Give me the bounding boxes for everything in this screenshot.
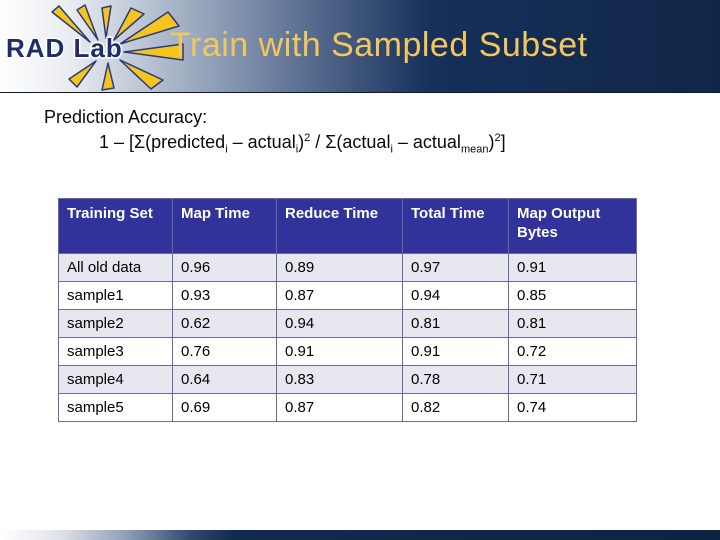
cell-total-time: 0.81: [402, 309, 509, 338]
cell-map-output-bytes: 0.91: [508, 253, 637, 282]
cell-map-time: 0.62: [172, 309, 277, 338]
cell-map-output-bytes: 0.74: [508, 393, 637, 422]
cell-training-set: All old data: [58, 253, 173, 282]
cell-training-set: sample2: [58, 309, 173, 338]
formula-part: / Σ(actual: [310, 132, 391, 152]
cell-total-time: 0.82: [402, 393, 509, 422]
slide-title: Train with Sampled Subset: [170, 26, 588, 64]
cell-training-set: sample5: [58, 393, 173, 422]
cell-reduce-time: 0.94: [276, 309, 403, 338]
cell-reduce-time: 0.89: [276, 253, 403, 282]
cell-training-set: sample3: [58, 337, 173, 366]
cell-map-time: 0.93: [172, 281, 277, 310]
formula-part: ): [298, 132, 305, 152]
formula-superscript: 2: [304, 132, 311, 144]
table-row: sample3 0.76 0.91 0.91 0.72: [58, 337, 637, 366]
formula-subscript: i: [295, 143, 299, 156]
column-header-total-time: Total Time: [402, 198, 509, 254]
formula-part: ]: [500, 132, 506, 152]
cell-map-output-bytes: 0.71: [508, 365, 637, 394]
cell-map-output-bytes: 0.85: [508, 281, 637, 310]
column-header-map-output-bytes: Map Output Bytes: [508, 198, 637, 254]
formula-part: – actual: [392, 132, 461, 152]
cell-reduce-time: 0.87: [276, 393, 403, 422]
accuracy-label: Prediction Accuracy:: [44, 107, 208, 127]
table-row: sample5 0.69 0.87 0.82 0.74: [58, 393, 637, 422]
column-header-training-set: Training Set: [58, 198, 173, 254]
starburst-icon: [51, 4, 184, 91]
table-row: All old data 0.96 0.89 0.97 0.91: [58, 253, 637, 282]
cell-reduce-time: 0.91: [276, 337, 403, 366]
cell-map-time: 0.76: [172, 337, 277, 366]
formula-part: ): [488, 132, 495, 152]
cell-map-time: 0.96: [172, 253, 277, 282]
formula-superscript: 2: [494, 132, 501, 144]
header-banner: RAD Lab Train with Sampled Subset: [0, 0, 720, 93]
formula-subscript: i: [225, 143, 228, 156]
formula-part: – actual: [227, 132, 296, 152]
cell-map-output-bytes: 0.81: [508, 309, 637, 338]
cell-total-time: 0.91: [402, 337, 509, 366]
table-header-row: Training Set Map Time Reduce Time Total …: [58, 198, 637, 254]
footer-bar: [0, 530, 720, 540]
formula-part: 1 – [Σ(predicted: [99, 132, 226, 152]
cell-total-time: 0.78: [402, 365, 509, 394]
column-header-map-time: Map Time: [172, 198, 277, 254]
table-row: sample4 0.64 0.83 0.78 0.71: [58, 365, 637, 394]
cell-training-set: sample1: [58, 281, 173, 310]
cell-map-output-bytes: 0.72: [508, 337, 637, 366]
cell-total-time: 0.94: [402, 281, 509, 310]
column-header-reduce-time: Reduce Time: [276, 198, 403, 254]
cell-map-time: 0.69: [172, 393, 277, 422]
results-table: Training Set Map Time Reduce Time Total …: [58, 198, 637, 422]
table-row: sample1 0.93 0.87 0.94 0.85: [58, 281, 637, 310]
cell-training-set: sample4: [58, 365, 173, 394]
cell-reduce-time: 0.83: [276, 365, 403, 394]
cell-map-time: 0.64: [172, 365, 277, 394]
formula-subscript: mean: [460, 143, 489, 156]
formula-subscript: i: [390, 143, 393, 156]
accuracy-formula: 1 – [Σ(predictedi – actuali)2 / Σ(actual…: [99, 132, 506, 156]
cell-total-time: 0.97: [402, 253, 509, 282]
table-row: sample2 0.62 0.94 0.81 0.81: [58, 309, 637, 338]
radlab-logo: RAD Lab: [5, 4, 184, 91]
cell-reduce-time: 0.87: [276, 281, 403, 310]
logo-text: RAD Lab: [6, 33, 123, 63]
